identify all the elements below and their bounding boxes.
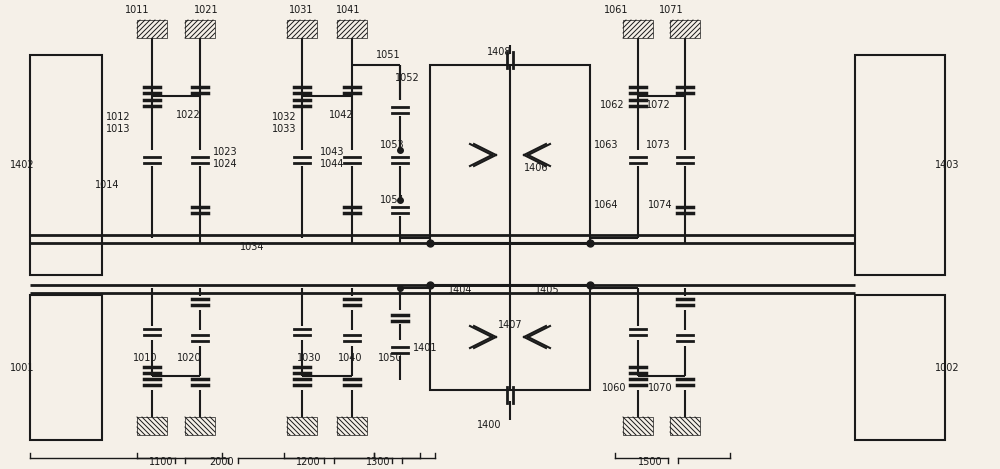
Text: 1404: 1404 <box>448 285 473 295</box>
Text: 1406: 1406 <box>524 163 548 173</box>
Text: 1073: 1073 <box>646 140 671 150</box>
Text: 1060: 1060 <box>602 383 626 393</box>
Bar <box>30 55 102 275</box>
Bar <box>670 417 700 435</box>
Bar <box>287 417 317 435</box>
Text: 1012: 1012 <box>106 112 131 122</box>
Bar <box>137 20 167 38</box>
Text: 1023: 1023 <box>213 147 238 157</box>
Bar <box>855 295 945 440</box>
Text: 1200: 1200 <box>296 457 320 467</box>
Text: 1054: 1054 <box>380 195 405 205</box>
Text: 1400: 1400 <box>477 420 502 430</box>
Text: 1034: 1034 <box>240 242 264 252</box>
Text: 1042: 1042 <box>329 110 354 120</box>
Bar <box>185 20 215 38</box>
Text: 1011: 1011 <box>125 5 150 15</box>
Text: 2000: 2000 <box>210 457 234 467</box>
Text: 1032: 1032 <box>272 112 297 122</box>
Text: 1031: 1031 <box>289 5 314 15</box>
Text: 1500: 1500 <box>638 457 662 467</box>
Text: 1062: 1062 <box>600 100 625 110</box>
Text: 1074: 1074 <box>648 200 673 210</box>
Text: 1033: 1033 <box>272 124 296 134</box>
Text: 1050: 1050 <box>378 353 403 363</box>
Text: 1030: 1030 <box>297 353 322 363</box>
Bar <box>430 285 590 390</box>
Text: 1013: 1013 <box>106 124 130 134</box>
Text: 1010: 1010 <box>133 353 158 363</box>
Text: 1100: 1100 <box>149 457 173 467</box>
Bar <box>855 55 945 275</box>
Text: 1408: 1408 <box>487 47 512 57</box>
Text: 1040: 1040 <box>338 353 362 363</box>
Text: 1072: 1072 <box>646 100 671 110</box>
Text: 1401: 1401 <box>413 343 438 353</box>
Text: 1402: 1402 <box>10 160 35 170</box>
Text: 1021: 1021 <box>194 5 219 15</box>
Bar <box>670 20 700 38</box>
Text: 1044: 1044 <box>320 159 344 169</box>
Text: 1063: 1063 <box>594 140 618 150</box>
Text: 1020: 1020 <box>177 353 202 363</box>
Text: 1022: 1022 <box>176 110 201 120</box>
Bar <box>185 417 215 435</box>
Bar <box>623 20 653 38</box>
Text: 1070: 1070 <box>648 383 673 393</box>
Text: 1043: 1043 <box>320 147 344 157</box>
Text: 1061: 1061 <box>604 5 629 15</box>
Text: 1051: 1051 <box>376 50 401 60</box>
Text: 1014: 1014 <box>95 180 120 190</box>
Bar <box>137 417 167 435</box>
Text: 1024: 1024 <box>213 159 238 169</box>
Bar <box>337 20 367 38</box>
Bar <box>287 20 317 38</box>
Text: 1300: 1300 <box>366 457 390 467</box>
Bar <box>337 417 367 435</box>
Text: 1052: 1052 <box>395 73 420 83</box>
Text: 1041: 1041 <box>336 5 360 15</box>
Text: 1001: 1001 <box>10 363 34 373</box>
Text: 1405: 1405 <box>535 285 560 295</box>
Text: 1053: 1053 <box>380 140 405 150</box>
Text: 1407: 1407 <box>498 320 523 330</box>
Text: 1071: 1071 <box>659 5 684 15</box>
Bar <box>430 65 590 243</box>
Text: 1064: 1064 <box>594 200 618 210</box>
Text: 1002: 1002 <box>935 363 960 373</box>
Text: 1403: 1403 <box>935 160 960 170</box>
Bar <box>623 417 653 435</box>
Bar <box>30 295 102 440</box>
